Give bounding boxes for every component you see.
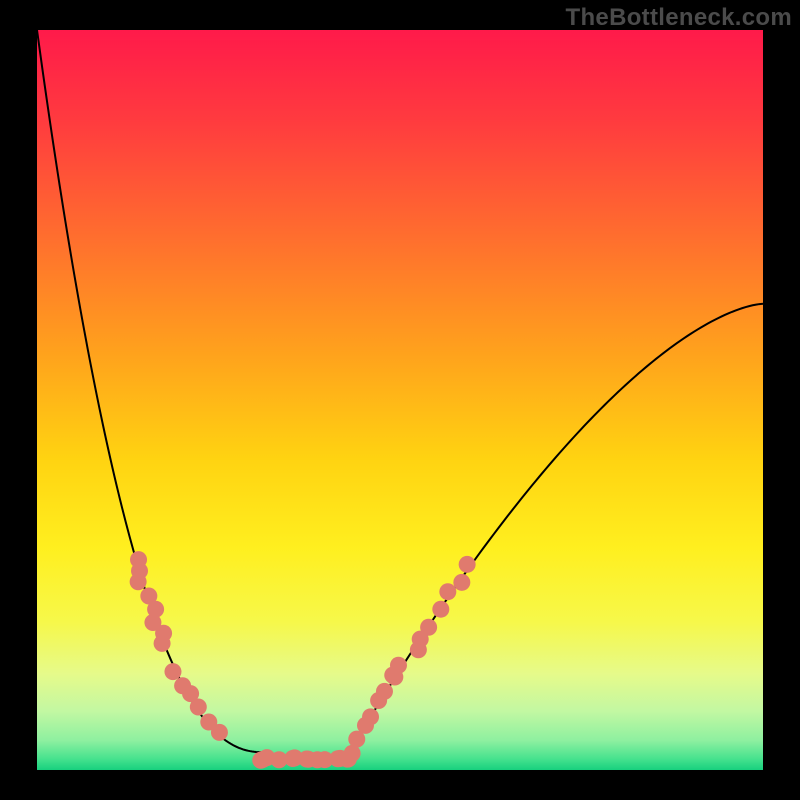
data-dot	[453, 574, 470, 591]
data-dot	[154, 635, 171, 652]
data-dot	[370, 692, 387, 709]
data-dot	[190, 698, 207, 715]
frame-right	[763, 0, 800, 800]
data-dot	[164, 663, 181, 680]
data-dot	[130, 573, 147, 590]
data-dot	[211, 724, 228, 741]
data-dot	[432, 601, 449, 618]
watermark-text: TheBottleneck.com	[566, 4, 792, 32]
data-dot	[410, 641, 427, 658]
bottleneck-chart	[0, 0, 800, 800]
data-dot	[459, 556, 476, 573]
data-dot	[344, 745, 361, 762]
data-dot	[386, 669, 403, 686]
data-dot	[439, 583, 456, 600]
frame-left	[0, 0, 37, 800]
frame-bottom	[0, 770, 800, 800]
